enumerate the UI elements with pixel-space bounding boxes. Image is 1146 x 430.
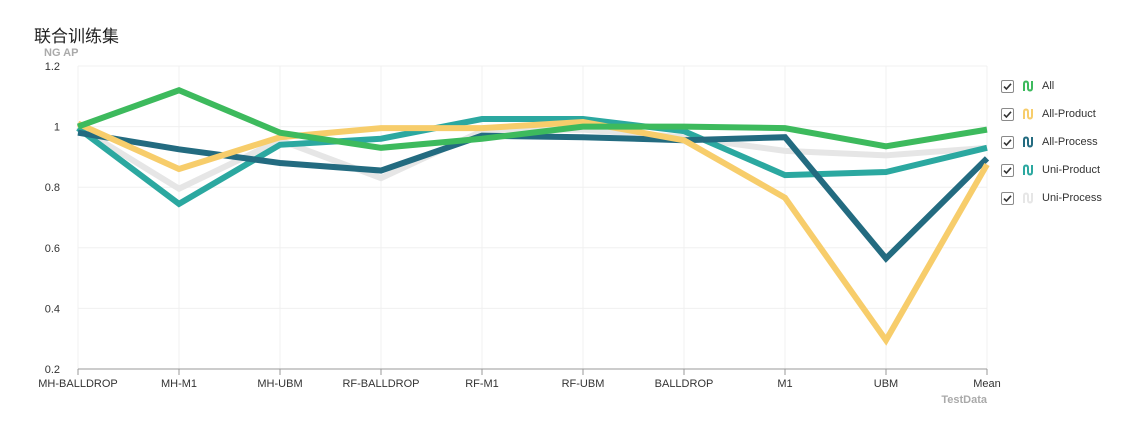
y-tick-label: 0.2 [45, 364, 60, 376]
x-tick-label: RF-UBM [562, 378, 605, 390]
checkbox-checked-icon[interactable] [1001, 79, 1014, 93]
x-tick-label: M1 [777, 378, 792, 390]
x-tick-label: UBM [874, 378, 898, 390]
chart-title: 联合训练集 [34, 27, 119, 47]
y-axis-title: NG AP [44, 47, 78, 59]
line-series-icon [1022, 107, 1036, 121]
y-tick-label: 0.8 [45, 182, 60, 194]
x-tick-label: MH-UBM [257, 378, 302, 390]
x-tick-label: Mean [973, 378, 1001, 390]
y-tick-label: 0.4 [45, 303, 60, 315]
legend: All All-Product All-Process Uni-Product Uni-… [1001, 72, 1102, 212]
x-tick-label: RF-BALLDROP [342, 378, 419, 390]
series-line-all-product[interactable] [76, 119, 990, 346]
legend-label: Uni-Process [1042, 192, 1102, 204]
legend-item-uni-process[interactable]: Uni-Process [1001, 184, 1102, 212]
series-line-uni-product[interactable] [76, 116, 988, 208]
checkbox-checked-icon[interactable] [1001, 107, 1014, 121]
x-tick-label: BALLDROP [655, 378, 714, 390]
legend-item-uni-product[interactable]: Uni-Product [1001, 156, 1102, 184]
legend-item-all-process[interactable]: All-Process [1001, 128, 1102, 156]
x-tick-label: RF-M1 [465, 378, 499, 390]
legend-label: All-Process [1042, 136, 1098, 148]
checkbox-checked-icon[interactable] [1001, 163, 1014, 177]
x-axis-title: TestData [941, 394, 988, 406]
checkbox-checked-icon[interactable] [1001, 191, 1014, 205]
legend-item-all-product[interactable]: All-Product [1001, 100, 1102, 128]
line-series-icon [1022, 79, 1036, 93]
legend-label: All [1042, 80, 1055, 92]
legend-label: All-Product [1042, 108, 1096, 120]
legend-item-all[interactable]: All [1001, 72, 1102, 100]
line-series-icon [1022, 135, 1036, 149]
y-tick-label: 1.2 [45, 61, 60, 73]
legend-label: Uni-Product [1042, 164, 1101, 176]
line-series-icon [1022, 191, 1036, 205]
x-tick-label: MH-M1 [161, 378, 197, 390]
checkbox-checked-icon[interactable] [1001, 135, 1014, 149]
y-tick-label: 0.6 [45, 243, 60, 255]
x-tick-label: MH-BALLDROP [38, 378, 117, 390]
y-tick-label: 1 [54, 122, 60, 134]
line-series-icon [1022, 163, 1036, 177]
series-line-all[interactable] [76, 87, 988, 151]
